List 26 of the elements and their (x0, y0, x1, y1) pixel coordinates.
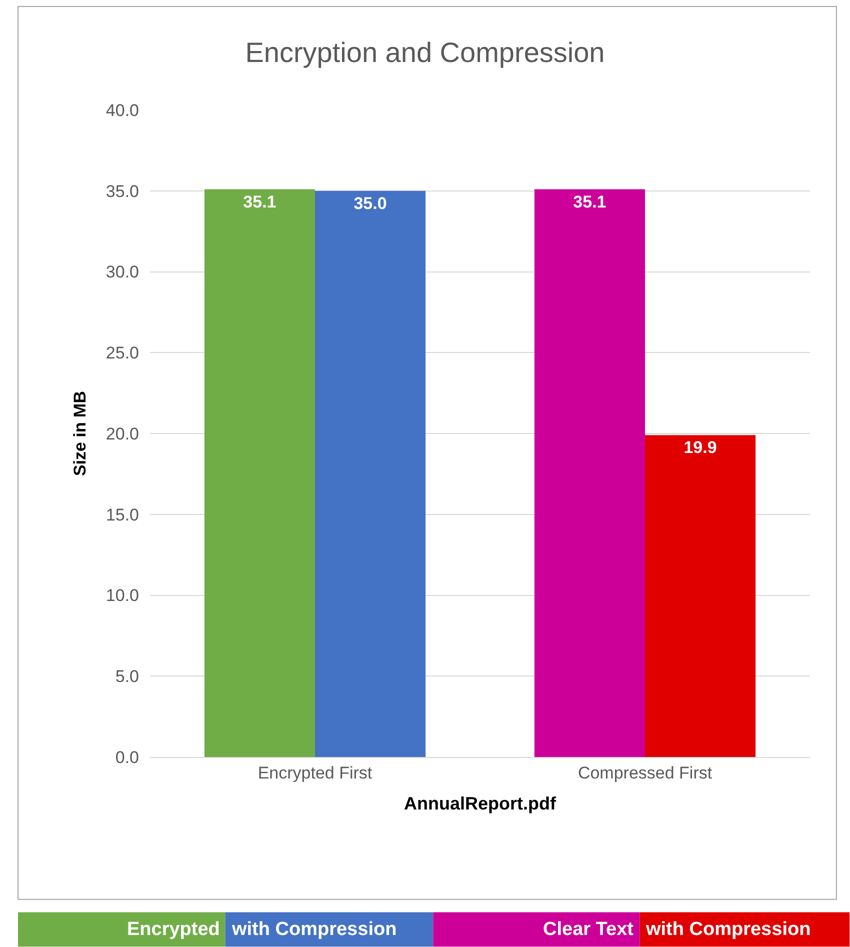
bar (315, 190, 426, 757)
y-axis-title: Size in MB (70, 390, 90, 476)
y-tick-label: 5.0 (115, 667, 139, 686)
y-tick-label: 15.0 (106, 505, 139, 524)
y-tick-label: 0.0 (115, 748, 139, 767)
bar (204, 189, 315, 757)
text: with Compression (645, 919, 811, 940)
data-label: 19.9 (684, 438, 717, 458)
x-tick-label: Encrypted First (258, 763, 372, 782)
x-axis-title: AnnualReport.pdf (404, 794, 557, 814)
y-tick-label: 35.0 (106, 182, 139, 201)
data-label: 35.0 (354, 194, 387, 213)
text: Encrypted (127, 919, 220, 940)
y-tick-label: 10.0 (106, 586, 139, 606)
y-tick-label: 25.0 (106, 344, 139, 363)
bar (645, 435, 756, 757)
x-tick-label: Compressed First (578, 763, 712, 782)
y-tick-label: 20.0 (106, 424, 139, 444)
y-tick-label: 40.0 (106, 100, 139, 120)
data-label: 35.1 (243, 192, 276, 212)
text: with Compression (231, 919, 397, 940)
bar (534, 189, 645, 757)
y-tick-label: 30.0 (106, 262, 139, 282)
text: Clear Text (543, 919, 634, 940)
chart-title: Encryption and Compression (245, 37, 605, 68)
data-label: 35.1 (573, 192, 606, 212)
